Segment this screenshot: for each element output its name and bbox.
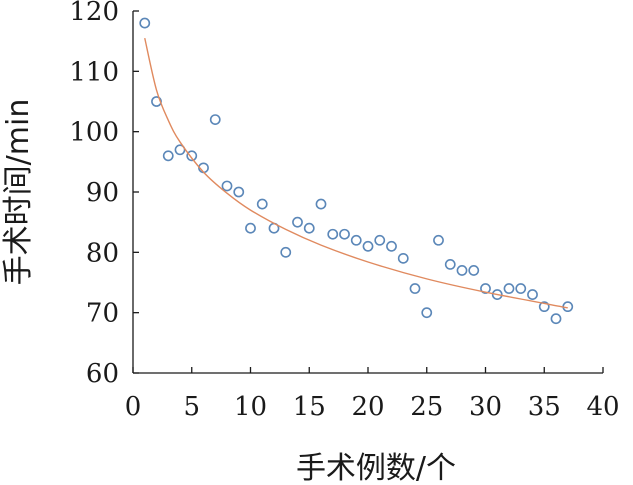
- data-point: [421, 307, 433, 319]
- x-tick-label: 20: [351, 392, 384, 422]
- data-point: [245, 222, 256, 234]
- x-tick-label: 0: [125, 392, 142, 422]
- y-ticks: 60 70 80 90 100 110 120: [69, 0, 139, 389]
- data-point: [409, 283, 421, 294]
- y-tick-label: 80: [86, 238, 119, 268]
- y-axis-title: 手术时间/min: [1, 99, 36, 286]
- data-point: [139, 17, 151, 29]
- x-tick-label: 35: [528, 392, 561, 422]
- points-layer: [139, 17, 574, 325]
- data-point: [256, 198, 268, 210]
- data-point: [433, 234, 444, 246]
- trendline: [144, 37, 568, 309]
- x-tick-label: 10: [234, 392, 267, 422]
- x-tick-label: 15: [293, 392, 326, 422]
- data-point: [503, 283, 515, 294]
- y-tick-label: 60: [86, 359, 119, 389]
- data-point: [527, 289, 538, 300]
- data-point: [397, 252, 409, 264]
- x-tick-label: 5: [183, 392, 200, 422]
- data-point: [480, 283, 491, 294]
- y-tick-label: 70: [86, 299, 119, 329]
- axes-layer: [132, 11, 603, 374]
- y-tick-label: 90: [86, 178, 119, 208]
- x-axis-title: 手术例数/个: [296, 451, 456, 485]
- x-tick-label: 40: [586, 392, 619, 422]
- data-point: [362, 240, 374, 252]
- data-point: [162, 150, 174, 162]
- x-ticks: 0 5 10 15 20 25 30 35 40: [125, 367, 620, 422]
- y-tick-label: 110: [69, 57, 119, 87]
- data-point: [280, 246, 292, 258]
- data-point: [292, 216, 303, 228]
- x-tick-label: 25: [410, 392, 443, 422]
- data-point: [386, 240, 397, 252]
- data-point: [339, 228, 350, 240]
- data-point: [374, 234, 386, 246]
- data-point: [233, 186, 245, 198]
- data-point: [468, 265, 480, 276]
- x-tick-label: 30: [469, 392, 502, 422]
- data-point: [327, 228, 339, 240]
- data-point: [209, 114, 221, 125]
- data-point: [350, 234, 362, 246]
- y-tick-label: 100: [69, 118, 119, 148]
- data-point: [186, 150, 198, 162]
- data-point: [444, 258, 456, 270]
- y-tick-label: 120: [69, 0, 119, 27]
- data-point: [303, 222, 315, 234]
- data-point: [550, 313, 562, 325]
- data-point: [174, 144, 186, 156]
- data-point: [315, 198, 327, 210]
- data-point: [515, 283, 527, 294]
- data-point: [456, 265, 468, 276]
- data-point: [221, 180, 233, 192]
